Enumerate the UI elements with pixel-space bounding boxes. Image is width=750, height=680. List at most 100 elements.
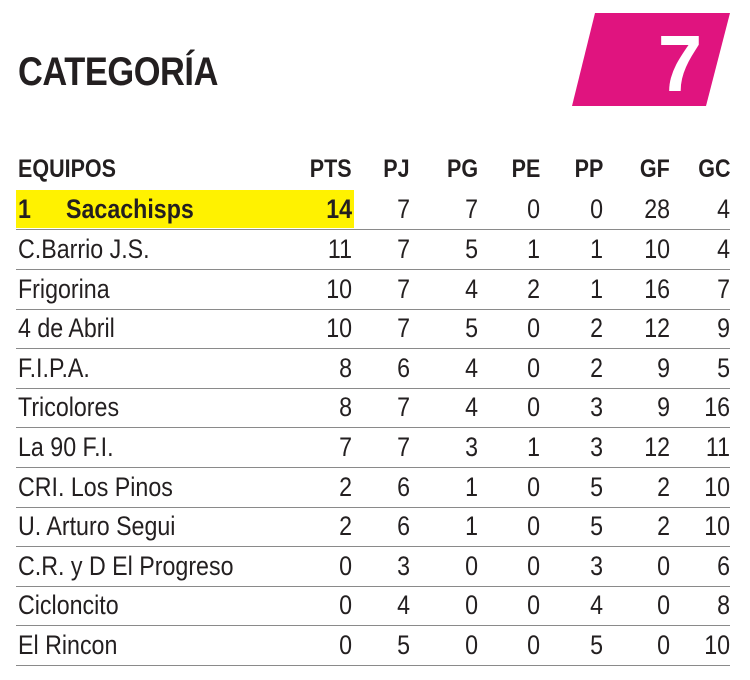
stat-pe: 0	[527, 313, 540, 344]
stat-gf: 10	[644, 234, 670, 264]
stat-pp: 2	[590, 352, 603, 383]
stat-pg: 1	[465, 511, 478, 542]
stat-gf: 2	[657, 511, 670, 542]
stat-gf: 0	[657, 590, 670, 621]
stat-gc: 11	[705, 432, 730, 462]
stat-pg: 0	[465, 550, 478, 581]
team-name: C.Barrio J.S.	[18, 234, 150, 264]
stat-pj: 7	[397, 273, 410, 304]
stat-pp: 3	[590, 550, 603, 581]
stat-pp: 3	[590, 392, 603, 423]
stat-gf: 0	[657, 630, 670, 660]
stat-pe: 1	[527, 432, 540, 462]
stat-pp: 1	[590, 234, 603, 264]
table-row: Tricolores 8 7 4 0 3 9 16	[16, 388, 730, 429]
stat-pts: 0	[339, 590, 352, 621]
team-name: La 90 F.I.	[18, 432, 114, 462]
stat-gc: 16	[704, 392, 730, 423]
stat-pts: 0	[339, 550, 352, 581]
team-name: F.I.P.A.	[18, 352, 90, 383]
header-pj: PJ	[383, 155, 410, 183]
stat-pts: 8	[339, 352, 352, 383]
stat-pe: 0	[527, 471, 540, 502]
header-gf: GF	[640, 155, 670, 183]
team-name: Sacachisps	[66, 194, 194, 224]
stat-pg: 0	[465, 630, 478, 660]
stat-gc: 4	[717, 194, 730, 224]
leader-highlight	[16, 190, 354, 228]
stat-pg: 4	[465, 273, 478, 304]
stat-gc: 10	[704, 471, 730, 502]
table-row: C.Barrio J.S. 11 7 5 1 1 10 4	[16, 230, 730, 270]
header-pg: PG	[446, 155, 478, 183]
table-row: El Rincon 0 5 0 0 5 0 10	[16, 626, 730, 666]
stat-gc: 9	[717, 313, 730, 344]
table-header: EQUIPOS PTS PJ PG PE PP GF GC	[16, 150, 730, 189]
stat-gc: 10	[704, 511, 730, 542]
stat-gc: 5	[717, 352, 730, 383]
stat-pe: 2	[527, 273, 540, 304]
table-row: Frigorina 10 7 4 2 1 16 7	[16, 270, 730, 310]
stat-pts: 7	[339, 432, 352, 462]
stat-pp: 5	[590, 630, 603, 660]
stat-gc: 8	[717, 590, 730, 621]
table-row: Cicloncito 0 4 0 0 4 0 8	[16, 586, 730, 627]
stat-pg: 5	[465, 313, 478, 344]
team-name: C.R. y D El Progreso	[18, 550, 234, 581]
stat-pp: 0	[590, 194, 603, 224]
table-row: CRI. Los Pinos 2 6 1 0 5 2 10	[16, 468, 730, 508]
page-title: CATEGORÍA	[18, 50, 218, 94]
stat-pj: 5	[397, 630, 410, 660]
stat-pj: 7	[397, 392, 410, 423]
stat-pg: 3	[465, 432, 478, 462]
stat-gc: 6	[717, 550, 730, 581]
table-row: F.I.P.A. 8 6 4 0 2 9 5	[16, 349, 730, 389]
stat-pj: 6	[397, 352, 410, 383]
table-row: 4 de Abril 10 7 5 0 2 12 9	[16, 309, 730, 350]
table-row: U. Arturo Segui 2 6 1 0 5 2 10	[16, 507, 730, 548]
header-pts: PTS	[310, 155, 352, 183]
stat-pts: 2	[339, 511, 352, 542]
stat-pts: 10	[326, 313, 352, 344]
stat-pp: 1	[590, 273, 603, 304]
stat-pe: 0	[527, 590, 540, 621]
team-name: Tricolores	[18, 392, 120, 423]
stat-gf: 12	[644, 432, 670, 462]
table-row: C.R. y D El Progreso 0 3 0 0 3 0 6	[16, 547, 730, 587]
stat-pts: 2	[339, 471, 352, 502]
header-pe: PE	[511, 155, 540, 183]
stat-pg: 7	[465, 194, 478, 224]
header-pp: PP	[574, 155, 603, 183]
header-equipos: EQUIPOS	[18, 155, 116, 183]
team-name: Cicloncito	[18, 590, 119, 621]
stat-gc: 7	[717, 273, 730, 304]
team-name: Frigorina	[18, 273, 110, 304]
team-name: CRI. Los Pinos	[18, 471, 173, 502]
stat-gf: 2	[657, 471, 670, 502]
leader-position: 1	[18, 194, 31, 224]
stat-pg: 4	[465, 392, 478, 423]
stat-pe: 0	[527, 392, 540, 423]
stat-gf: 28	[644, 194, 670, 224]
category-badge: 7	[572, 13, 730, 106]
stat-pj: 6	[397, 471, 410, 502]
stat-pts: 11	[327, 234, 352, 264]
stat-gf: 9	[657, 352, 670, 383]
header-gc: GC	[697, 155, 730, 183]
stat-pp: 5	[590, 511, 603, 542]
stat-gf: 12	[644, 313, 670, 344]
stat-gf: 9	[657, 392, 670, 423]
stat-pj: 3	[397, 550, 410, 581]
stat-pe: 0	[527, 352, 540, 383]
team-name: U. Arturo Segui	[18, 511, 176, 542]
stat-pp: 3	[590, 432, 603, 462]
stat-pts: 10	[326, 273, 352, 304]
table-row-leader: 1 Sacachisps 14 7 7 0 0 28 4	[16, 190, 730, 230]
stat-pj: 4	[397, 590, 410, 621]
stat-pg: 0	[465, 590, 478, 621]
category-number: 7	[658, 19, 703, 106]
stat-pp: 5	[590, 471, 603, 502]
stat-pts: 14	[326, 194, 352, 224]
stat-pg: 4	[465, 352, 478, 383]
team-name: 4 de Abril	[18, 313, 115, 344]
